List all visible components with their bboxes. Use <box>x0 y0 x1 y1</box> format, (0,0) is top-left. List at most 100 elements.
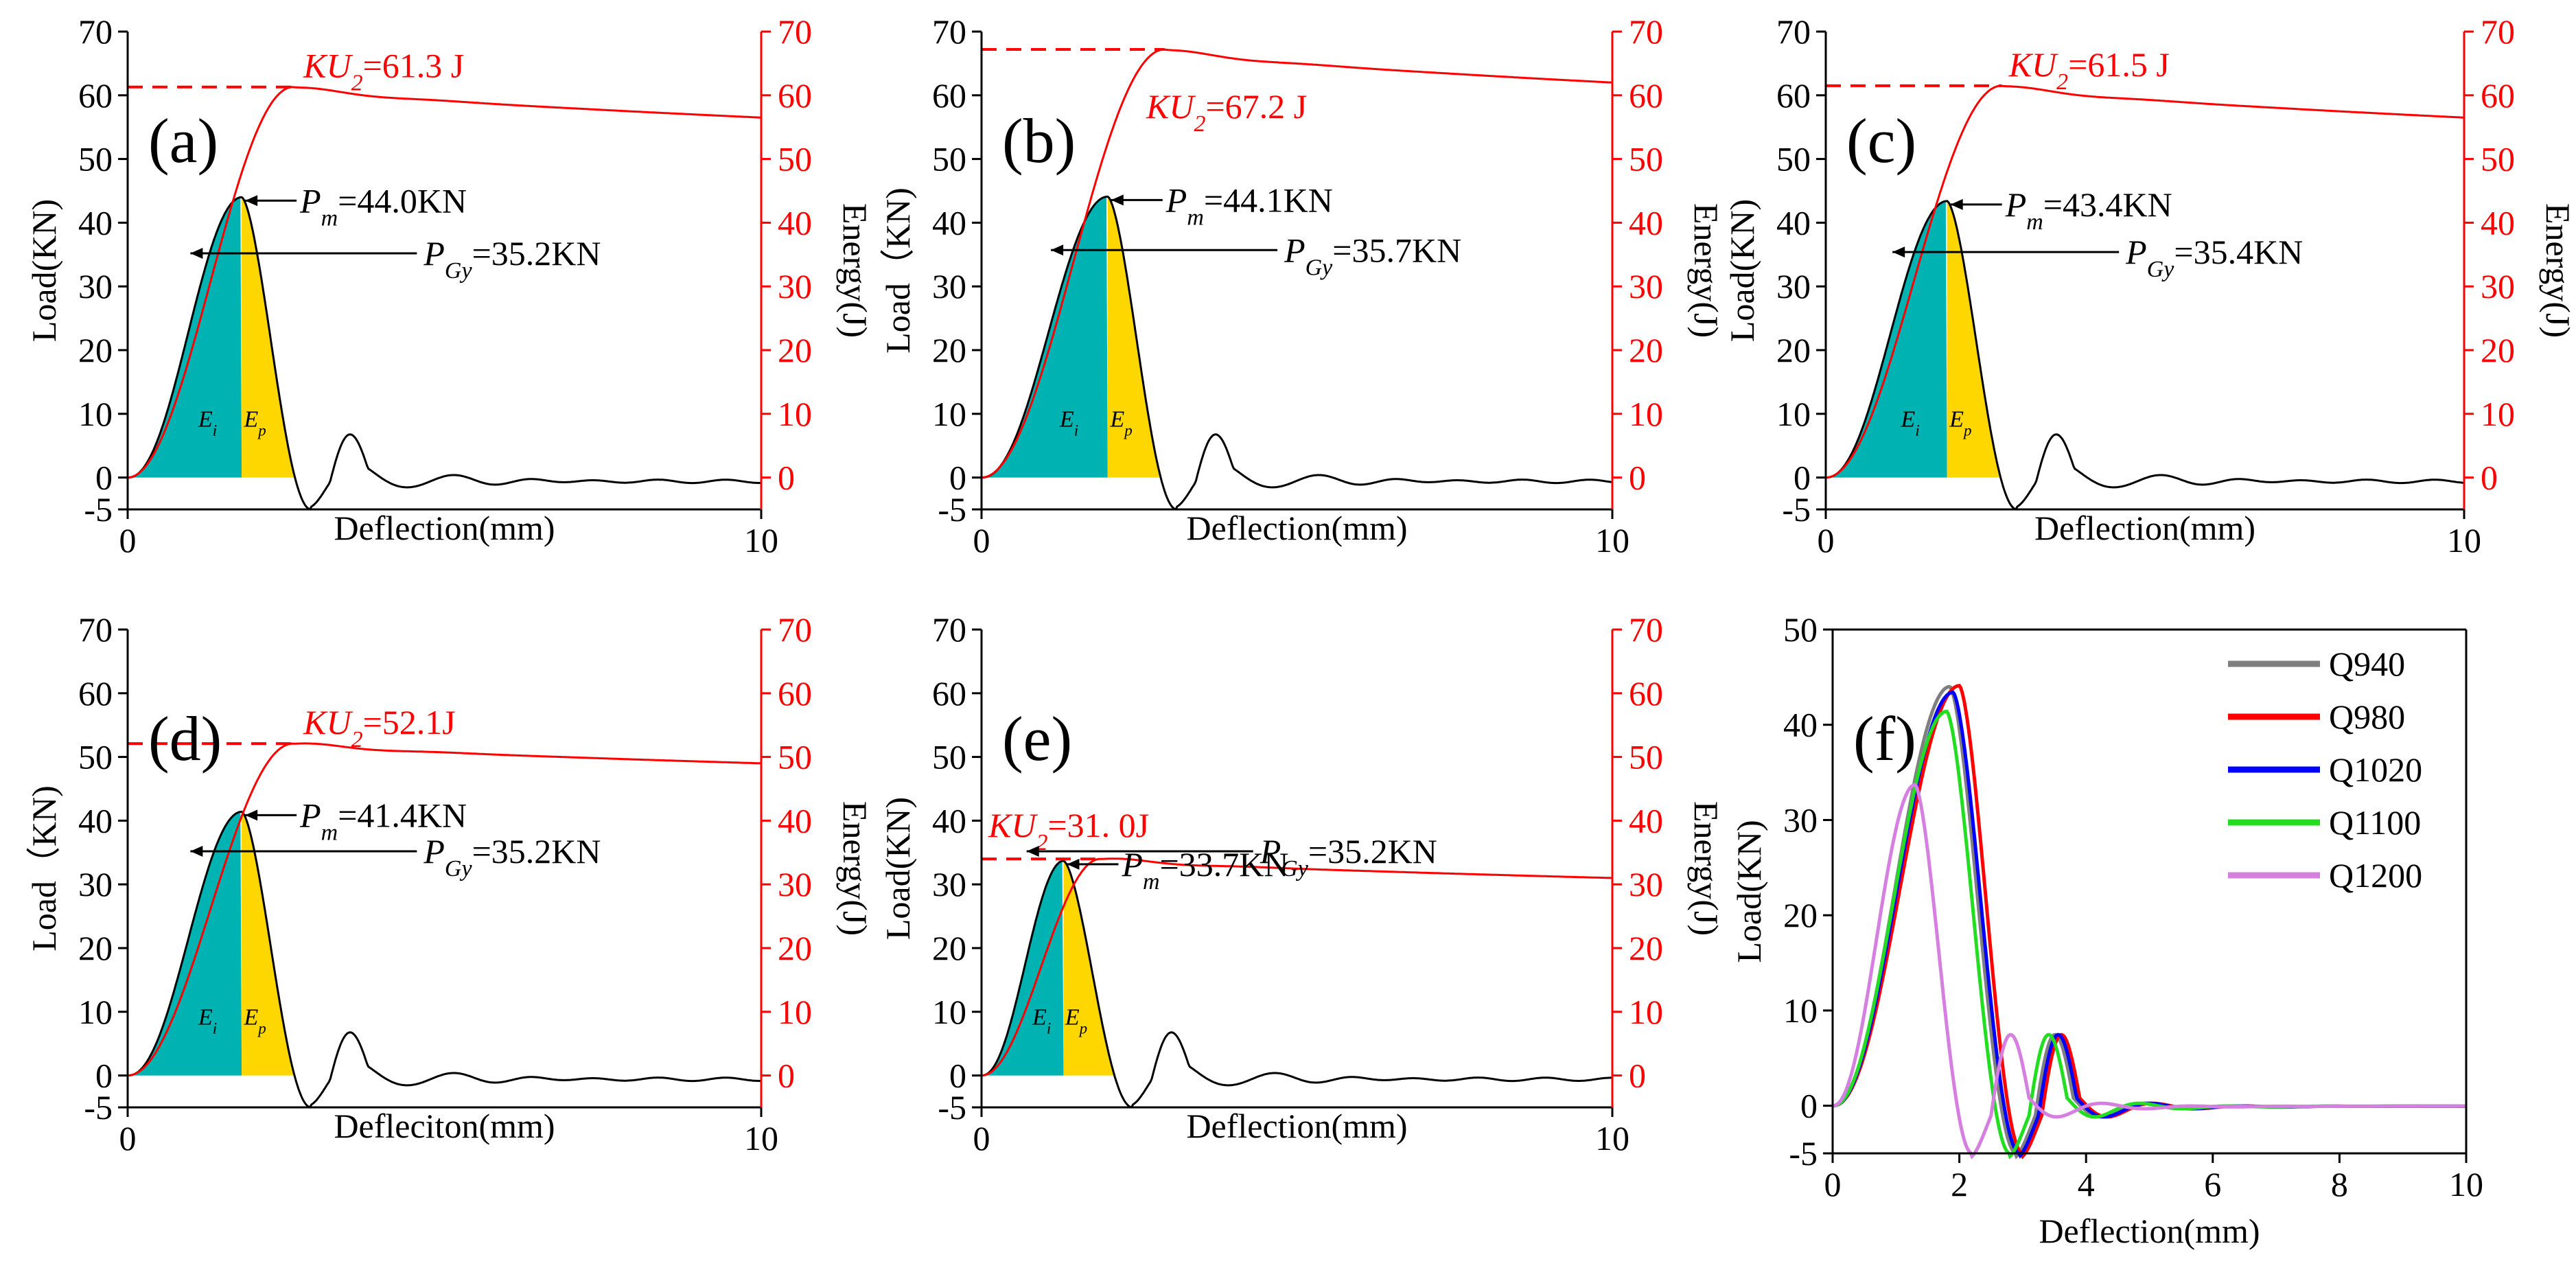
y-tick-label: 70 <box>78 12 113 51</box>
energy-curve <box>127 86 762 479</box>
y-tick-label: -5 <box>1782 490 1811 529</box>
y-tick-label: 70 <box>932 12 966 51</box>
ku2-annotation-sub: 2 <box>1036 830 1047 855</box>
ku2-annotation-value: =52.1J <box>363 703 456 741</box>
ku2-annotation-main: KU <box>988 806 1038 844</box>
pgy-annotation-value: =35.2KN <box>472 234 601 273</box>
x-tick-label: 10 <box>744 1119 778 1157</box>
pgy-annotation: PGy=35.7KN <box>1284 231 1461 280</box>
y-tick-label: 20 <box>78 929 113 967</box>
ei-label: Ei <box>1059 406 1078 439</box>
ei-label-main: E <box>198 1004 213 1030</box>
y-tick-label: 10 <box>1776 395 1811 433</box>
y-tick-label: 40 <box>1776 203 1811 242</box>
ep-label-sub: p <box>1123 422 1133 439</box>
y-tick-label: 10 <box>78 993 113 1031</box>
pgy-annotation-main: P <box>423 832 445 871</box>
ep-label-main: E <box>243 406 258 432</box>
y2-tick-label: 60 <box>1629 76 1663 115</box>
pgy-annotation-value: =35.7KN <box>1332 231 1461 269</box>
ep-label: Ep <box>243 1004 266 1037</box>
ei-label-sub: i <box>1047 1019 1051 1037</box>
ku2-annotation: KU2=61.3 J <box>303 47 464 95</box>
pgy-annotation-value: =35.4KN <box>2174 233 2303 271</box>
y-tick-label: 20 <box>1776 331 1811 369</box>
y-tick-label: -5 <box>84 490 113 529</box>
ku2-annotation: KU2=31. 0J <box>988 806 1149 855</box>
y-axis-title: Load(KN) <box>879 797 917 940</box>
y2-tick-label: 30 <box>1629 267 1663 306</box>
y-tick-label: 30 <box>1776 267 1811 306</box>
pm-annotation-main: P <box>299 181 321 220</box>
y2-tick-label: 40 <box>1629 203 1663 242</box>
pm-annotation-sub: m <box>2026 209 2043 234</box>
y-tick-label: 60 <box>78 76 113 115</box>
y2-tick-label: 10 <box>1629 395 1663 433</box>
y2-tick-label: 70 <box>2481 12 2515 51</box>
pm-annotation-sub: m <box>1143 868 1160 894</box>
y-tick-label: 10 <box>78 395 113 433</box>
load-curve <box>1826 200 2465 511</box>
y-tick-label: 50 <box>78 140 113 178</box>
ep-area <box>242 197 295 478</box>
ei-area <box>982 196 1108 478</box>
pgy-annotation-sub: Gy <box>445 855 473 881</box>
ei-label: Ei <box>1032 1004 1051 1037</box>
ei-label: Ei <box>198 406 217 439</box>
pm-annotation-sub: m <box>1187 205 1204 230</box>
ep-label: Ep <box>1109 406 1132 439</box>
pm-annotation: Pm=44.0KN <box>299 181 467 231</box>
ei-area <box>1826 201 1947 478</box>
y2-tick-label: 30 <box>778 865 812 903</box>
y2-axis-title: Energy(J) <box>1687 801 1726 936</box>
y2-tick-label: 30 <box>778 267 812 306</box>
pgy-arrow-head <box>1026 845 1039 857</box>
x-tick-label: 0 <box>973 521 990 560</box>
ep-label: Ep <box>1065 1004 1087 1037</box>
y2-tick-label: 30 <box>2481 267 2515 306</box>
pm-arrow-head <box>245 195 258 207</box>
x-tick-label: 0 <box>1824 1165 1842 1203</box>
y2-tick-label: 10 <box>778 395 812 433</box>
y2-tick-label: 30 <box>1629 865 1663 903</box>
pgy-annotation-main: P <box>1260 832 1281 871</box>
ep-label-sub: p <box>257 1019 266 1037</box>
y-tick-label: 40 <box>78 801 113 840</box>
pm-annotation: Pm=41.4KN <box>299 796 467 845</box>
energy-curve <box>981 857 1612 1077</box>
ku2-annotation-sub: 2 <box>1194 111 1205 136</box>
x-tick-label: 0 <box>973 1119 990 1157</box>
y-tick-label: 0 <box>95 459 113 497</box>
pm-annotation-value: =44.1KN <box>1204 181 1333 219</box>
pm-annotation-main: P <box>299 796 321 834</box>
y2-tick-label: 50 <box>1629 738 1663 776</box>
y-tick-label: 50 <box>78 738 113 776</box>
x-axis-title: Deflection(mm) <box>1186 509 1407 547</box>
y-tick-label: 0 <box>949 1057 966 1095</box>
x-tick-label: 10 <box>2447 521 2481 560</box>
y2-tick-label: 0 <box>1629 1057 1646 1095</box>
pgy-annotation-main: P <box>1284 231 1306 269</box>
legend-label-Q1020: Q1020 <box>2329 750 2422 789</box>
ep-label-main: E <box>1065 1004 1080 1030</box>
energy-curve <box>981 48 1613 479</box>
ei-label-sub: i <box>1074 422 1078 439</box>
y2-tick-label: 20 <box>2481 331 2515 369</box>
ei-label-main: E <box>1032 1004 1047 1030</box>
ei-label-sub: i <box>213 422 217 439</box>
y2-tick-label: 0 <box>2481 459 2498 497</box>
y2-tick-label: 50 <box>2481 140 2515 178</box>
y-tick-label: 40 <box>1783 706 1818 744</box>
pm-annotation: Pm=44.1KN <box>1165 181 1333 230</box>
legend-label-Q1100: Q1100 <box>2329 803 2421 842</box>
x-tick-label: 4 <box>2078 1165 2095 1203</box>
ku2-annotation-sub: 2 <box>2056 69 2068 94</box>
y-tick-label: -5 <box>938 1088 966 1127</box>
ku2-annotation-main: KU <box>2008 45 2058 84</box>
y-tick-label: 40 <box>932 203 966 242</box>
y-tick-label: 30 <box>1783 800 1818 839</box>
pm-annotation-main: P <box>2005 185 2027 224</box>
y2-tick-label: 20 <box>1629 929 1663 967</box>
